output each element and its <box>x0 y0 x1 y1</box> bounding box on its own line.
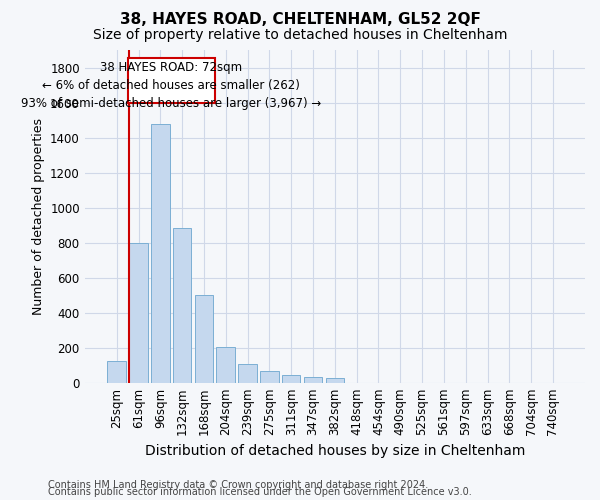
FancyBboxPatch shape <box>128 58 215 102</box>
X-axis label: Distribution of detached houses by size in Cheltenham: Distribution of detached houses by size … <box>145 444 525 458</box>
Text: Contains HM Land Registry data © Crown copyright and database right 2024.: Contains HM Land Registry data © Crown c… <box>48 480 428 490</box>
Bar <box>129 242 148 383</box>
Y-axis label: Number of detached properties: Number of detached properties <box>32 118 44 315</box>
Bar <box>151 124 170 383</box>
Text: 38 HAYES ROAD: 72sqm
← 6% of detached houses are smaller (262)
93% of semi-detac: 38 HAYES ROAD: 72sqm ← 6% of detached ho… <box>21 60 322 110</box>
Bar <box>194 295 213 383</box>
Bar <box>260 372 278 383</box>
Text: Size of property relative to detached houses in Cheltenham: Size of property relative to detached ho… <box>93 28 507 42</box>
Bar <box>282 375 301 383</box>
Bar <box>217 347 235 383</box>
Bar <box>107 361 126 383</box>
Text: Contains public sector information licensed under the Open Government Licence v3: Contains public sector information licen… <box>48 487 472 497</box>
Text: 38, HAYES ROAD, CHELTENHAM, GL52 2QF: 38, HAYES ROAD, CHELTENHAM, GL52 2QF <box>119 12 481 28</box>
Bar <box>326 378 344 383</box>
Bar <box>304 376 322 383</box>
Bar <box>173 228 191 383</box>
Bar <box>238 364 257 383</box>
